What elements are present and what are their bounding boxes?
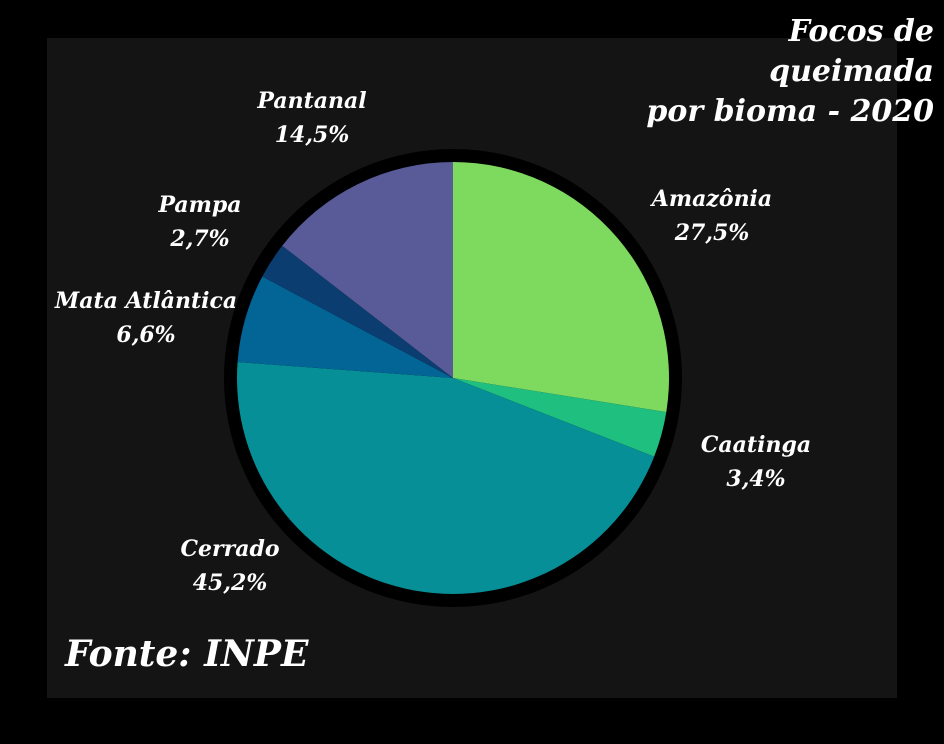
pie-slice-mata-atl-ntica (237, 276, 453, 378)
slice-value-label: 14,5% (275, 122, 350, 148)
slice-label: Caatinga (701, 432, 811, 458)
slice-value-label: 3,4% (726, 466, 785, 492)
pie-slice-caatinga (453, 378, 667, 457)
pie-labels: Amazônia 27,5% Caatinga 3,4% Cerrado 45,2% Mat… (54, 88, 811, 596)
pie-slice-pantanal (282, 162, 453, 378)
slice-label: Cerrado (181, 536, 280, 562)
pie-slices (237, 162, 669, 594)
chart-title-line-1: Focos de queimada (769, 14, 934, 89)
slice-label: Mata Atlântica (54, 288, 237, 314)
slice-value-label: 45,2% (193, 570, 268, 596)
slice-value-label: 27,5% (674, 220, 750, 246)
slice-label: Pantanal (256, 88, 366, 114)
pie-slice-pampa (262, 245, 453, 378)
slice-label: Amazônia (650, 186, 772, 212)
pie-slice-cerrado (237, 362, 655, 594)
pie-slice-amaz-nia (453, 162, 669, 413)
chart-title: Focos de queimada por bioma - 2020 (634, 12, 934, 132)
chart-title-line-2: por bioma - 2020 (646, 94, 934, 129)
slice-value-label: 6,6% (116, 322, 175, 348)
slice-value-label: 2,7% (169, 226, 229, 252)
slice-label: Pampa (157, 192, 241, 218)
source-note: Fonte: INPE (65, 633, 309, 675)
